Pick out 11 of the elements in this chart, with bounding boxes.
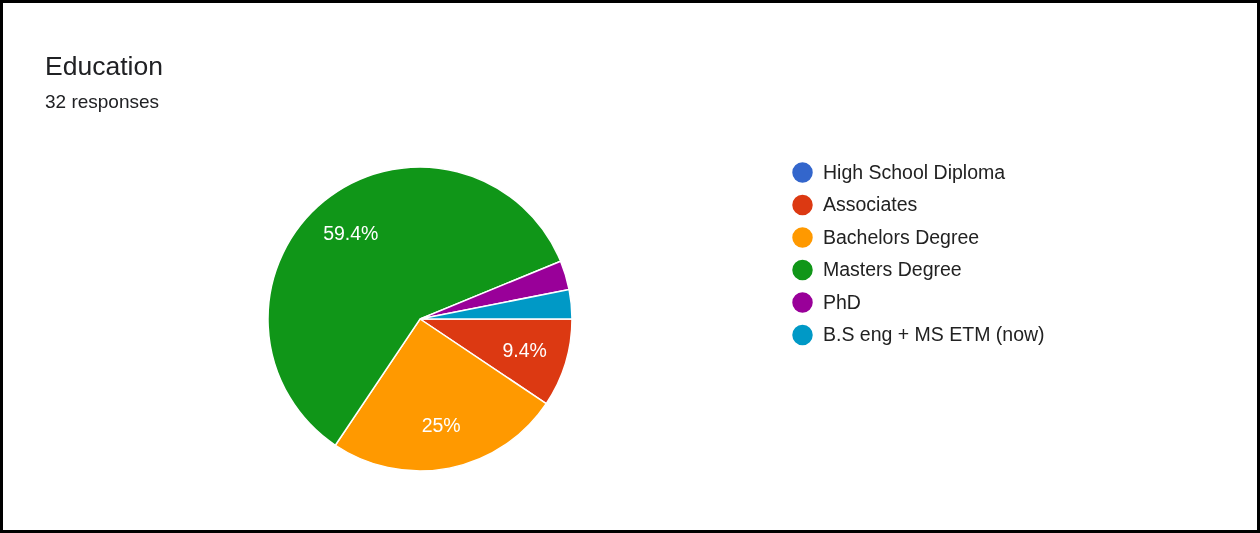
data-label: 9.4%: [502, 338, 547, 361]
legend-label: Masters Degree: [823, 258, 962, 280]
legend-label: B.S eng + MS ETM (now): [823, 323, 1045, 345]
legend-label: Associates: [823, 193, 918, 215]
legend-label: PhD: [823, 290, 861, 313]
legend-label: High School Diploma: [823, 160, 1006, 183]
text: 32 responses: [45, 91, 160, 112]
data-label: 25%: [421, 414, 461, 437]
chart-title: Education: [45, 50, 163, 81]
legend-label: Bachelors Degree: [823, 225, 980, 248]
data-label: 59.4%: [323, 222, 379, 245]
